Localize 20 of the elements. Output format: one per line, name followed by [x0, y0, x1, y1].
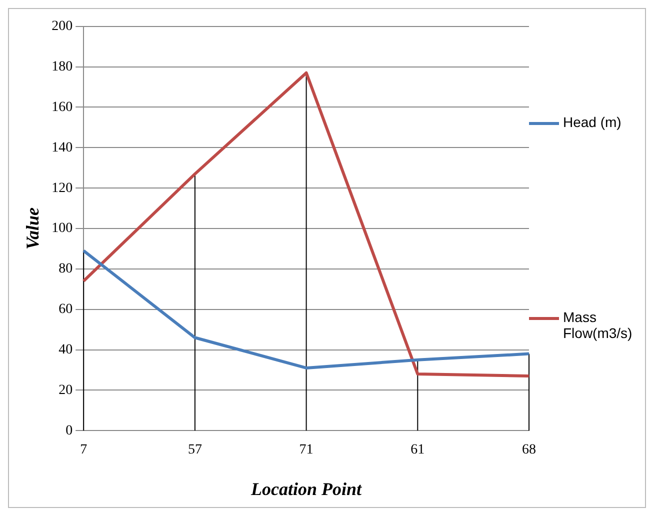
x-tick-label: 68 — [522, 442, 536, 458]
y-axis-title: Value — [22, 207, 42, 250]
x-tick-label: 57 — [188, 442, 202, 458]
y-tick-label: 60 — [58, 302, 73, 318]
legend-label: Head (m) — [563, 114, 622, 130]
x-axis-title: Location Point — [250, 478, 363, 499]
x-tick-label: 71 — [299, 442, 314, 458]
y-tick-label: 20 — [58, 382, 73, 398]
y-tick-label: 200 — [52, 19, 73, 34]
y-tick-label: 40 — [58, 342, 73, 358]
y-tick-label: 160 — [52, 100, 73, 115]
y-tick-label: 0 — [66, 423, 73, 438]
legend-label: Mass Flow(m3/s) — [563, 309, 634, 341]
y-tick-label: 120 — [52, 180, 73, 196]
y-tick-label: 180 — [52, 59, 73, 74]
x-tick-label: 7 — [80, 442, 88, 458]
y-tick-label: 80 — [58, 262, 73, 277]
y-tick-label: 100 — [52, 221, 73, 236]
y-tick-label: 140 — [52, 140, 73, 156]
x-tick-label: 61 — [410, 442, 425, 458]
